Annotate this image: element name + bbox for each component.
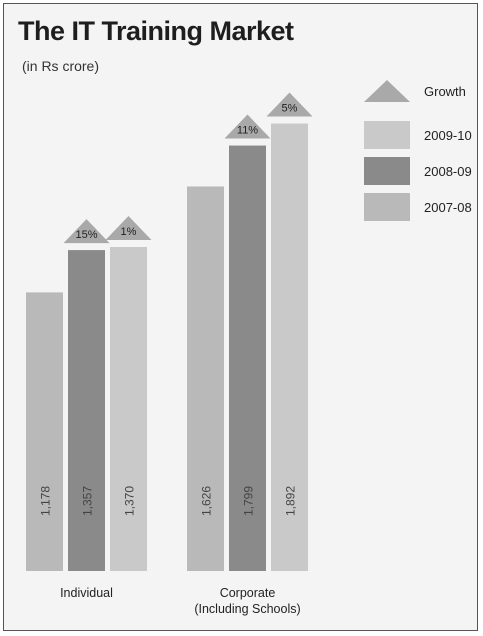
legend-label: 2009-10 bbox=[424, 128, 472, 143]
growth-triangle bbox=[105, 215, 152, 240]
bar-value-label: 1,892 bbox=[284, 486, 298, 516]
growth-triangle bbox=[63, 219, 110, 244]
growth-label: 11% bbox=[237, 125, 258, 137]
bar-corporate-2008-09 bbox=[229, 145, 266, 571]
legend-label: 2008-09 bbox=[424, 164, 472, 179]
category-label: Corporate bbox=[220, 586, 276, 600]
category-label: (Including Schools) bbox=[194, 602, 300, 616]
bar-individual-2009-10 bbox=[110, 246, 147, 571]
bar-individual-2007-08 bbox=[26, 292, 63, 571]
growth-triangle bbox=[266, 92, 313, 117]
bar-value-label: 1,357 bbox=[81, 486, 95, 516]
category-label: Individual bbox=[60, 586, 113, 600]
bar-value-label: 1,626 bbox=[200, 486, 214, 516]
growth-label: 1% bbox=[121, 226, 137, 238]
bar-value-label: 1,799 bbox=[242, 486, 256, 516]
legend-label: Growth bbox=[424, 84, 466, 99]
bar-value-label: 1,178 bbox=[39, 486, 53, 516]
chart-title: The IT Training Market bbox=[18, 16, 294, 46]
bar-individual-2008-09 bbox=[68, 250, 105, 571]
legend-label: 2007-08 bbox=[424, 200, 472, 215]
growth-label: 15% bbox=[75, 229, 97, 241]
legend-growth-icon bbox=[364, 80, 410, 102]
legend-swatch bbox=[364, 157, 410, 185]
legend-swatch bbox=[364, 121, 410, 149]
growth-triangle bbox=[224, 114, 271, 139]
bar-corporate-2007-08 bbox=[187, 186, 224, 572]
bar-value-label: 1,370 bbox=[123, 486, 137, 516]
legend-swatch bbox=[364, 193, 410, 221]
bar-corporate-2009-10 bbox=[271, 123, 308, 572]
growth-label: 5% bbox=[282, 103, 298, 115]
chart-subtitle: (in Rs crore) bbox=[22, 58, 100, 74]
